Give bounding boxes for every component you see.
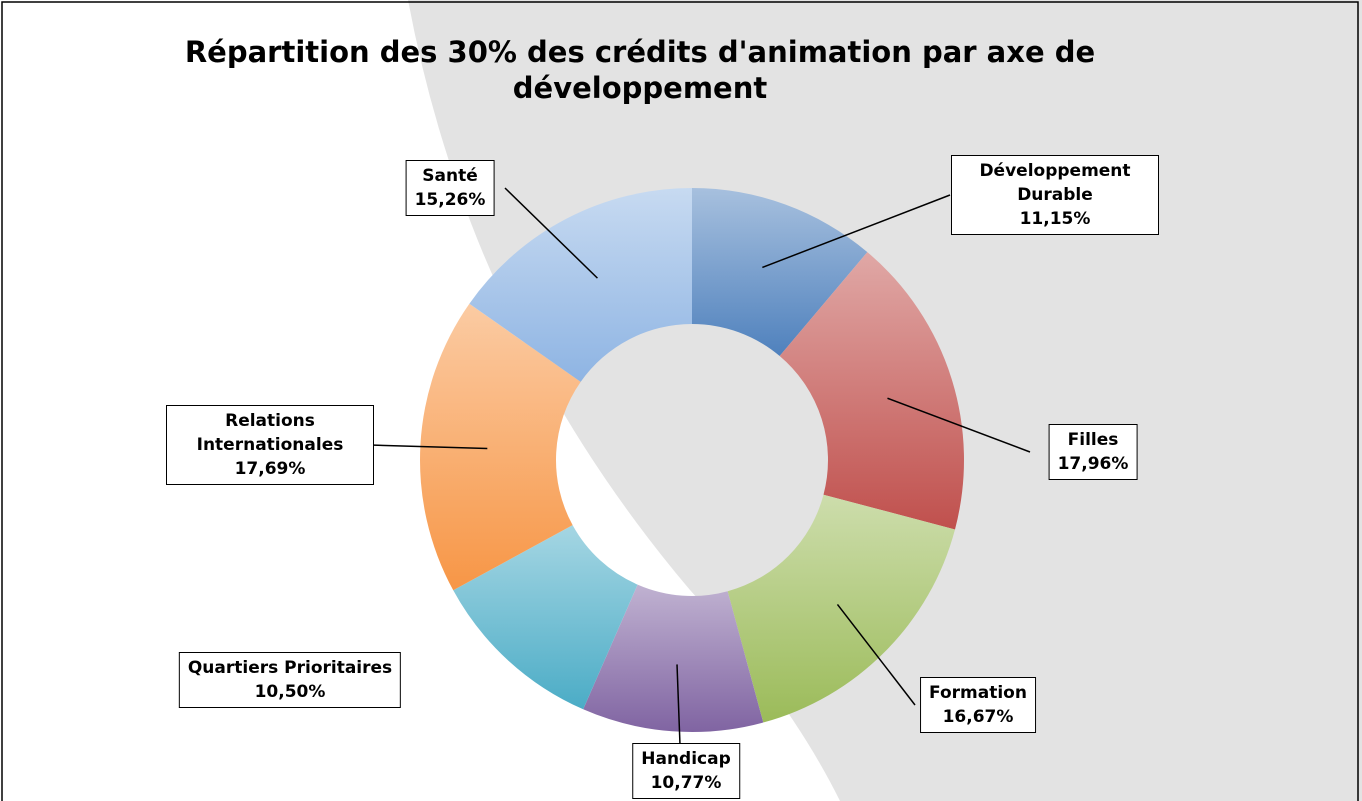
label-value: 10,50% [254,682,326,702]
leader-line [836,603,916,706]
label-value: 15,26% [414,190,486,210]
label-category: Handicap [641,749,731,769]
label-category: Développement Durable [979,161,1131,205]
label-value: 17,69% [234,459,306,479]
leader-line [369,444,488,450]
chart-title: Répartition des 30% des crédits d'animat… [184,35,1096,105]
leader-line [504,187,598,279]
data-label: Santé 15,26% [405,160,495,216]
label-category: Quartiers Prioritaires [187,658,393,678]
data-label: Relations Internationales 17,69% [166,405,374,485]
label-category: Formation [929,683,1027,703]
label-category: Filles [1067,430,1119,450]
label-category: Santé [422,166,478,186]
label-value: 16,67% [942,707,1014,727]
leaders [369,187,1031,746]
donut-slice [779,252,965,530]
label-value: 10,77% [650,773,722,793]
data-label: Développement Durable 11,15% [951,155,1159,235]
data-label: Filles 17,96% [1048,424,1138,480]
donut-slice [583,584,764,732]
leader-line [676,664,681,746]
data-label: Formation 16,67% [920,677,1036,733]
donut-slice [420,303,581,591]
donut-slice [469,188,692,382]
data-label: Quartiers Prioritaires 10,50% [178,652,402,708]
label-value: 17,96% [1057,454,1129,474]
donut-slice [453,525,638,710]
label-value: 11,15% [1019,209,1091,229]
data-label: Handicap 10,77% [632,743,740,799]
leader-line [762,194,951,269]
leader-line [887,397,1031,453]
donut-slice [692,188,868,357]
label-category: Relations Internationales [196,411,344,455]
